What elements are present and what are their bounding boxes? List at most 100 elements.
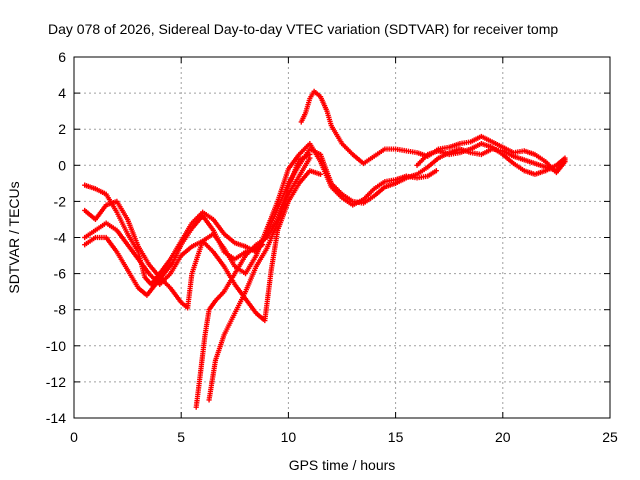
data-trace bbox=[373, 180, 386, 191]
data-trace bbox=[286, 159, 301, 188]
data-trace bbox=[275, 186, 291, 224]
grid bbox=[74, 57, 610, 418]
data-trace bbox=[255, 311, 266, 322]
data-trace bbox=[512, 162, 526, 173]
data-trace bbox=[162, 261, 174, 275]
y-tick-label: 6 bbox=[58, 49, 66, 65]
data-trace bbox=[180, 245, 193, 257]
series-8 bbox=[414, 141, 568, 177]
data-trace bbox=[491, 145, 504, 156]
data-trace bbox=[415, 153, 429, 167]
x-tick-label: 20 bbox=[495, 429, 511, 445]
x-axis-label: GPS time / hours bbox=[289, 457, 396, 473]
data-trace bbox=[201, 210, 215, 221]
data-trace bbox=[136, 245, 151, 266]
data-trace bbox=[147, 263, 162, 279]
data-trace bbox=[298, 142, 311, 156]
data-trace bbox=[198, 336, 208, 374]
data-trace bbox=[373, 147, 386, 158]
data-trace bbox=[513, 148, 525, 155]
data-trace bbox=[544, 163, 558, 173]
data-trace bbox=[115, 211, 130, 235]
data-point bbox=[307, 151, 313, 158]
data-trace bbox=[303, 97, 312, 114]
data-trace bbox=[233, 250, 247, 261]
data-trace bbox=[491, 140, 504, 149]
data-trace bbox=[470, 150, 482, 157]
data-trace bbox=[265, 200, 280, 230]
data-trace bbox=[191, 239, 204, 249]
y-tick-label: -8 bbox=[54, 302, 67, 318]
y-axis-label: SDTVAR / TECUs bbox=[6, 181, 22, 293]
data-trace bbox=[223, 250, 236, 261]
data-trace bbox=[340, 142, 354, 156]
data-trace bbox=[233, 291, 248, 314]
data-trace bbox=[180, 301, 189, 310]
data-trace bbox=[126, 233, 140, 253]
data-trace bbox=[94, 187, 107, 196]
data-trace bbox=[329, 124, 344, 145]
data-trace bbox=[501, 145, 515, 155]
data-trace bbox=[244, 243, 258, 257]
data-trace bbox=[501, 153, 515, 165]
data-point bbox=[317, 171, 324, 177]
data-trace bbox=[534, 153, 547, 164]
data-trace bbox=[83, 228, 97, 239]
data-trace bbox=[523, 157, 536, 166]
data-trace bbox=[362, 194, 375, 205]
y-tick-label: -6 bbox=[54, 266, 67, 282]
data-trace bbox=[309, 168, 322, 177]
data-trace bbox=[115, 200, 130, 221]
data-trace bbox=[115, 229, 130, 246]
data-trace bbox=[318, 161, 334, 188]
data-trace bbox=[275, 168, 291, 202]
data-trace bbox=[154, 272, 166, 286]
data-point bbox=[433, 168, 439, 174]
data-trace bbox=[222, 272, 237, 293]
data-trace bbox=[206, 359, 218, 401]
x-tick-label: 15 bbox=[388, 429, 404, 445]
data-trace bbox=[555, 160, 567, 174]
data-trace bbox=[298, 152, 311, 162]
data-trace bbox=[201, 240, 215, 253]
data-trace bbox=[105, 221, 118, 232]
data-trace bbox=[214, 290, 226, 302]
data-trace bbox=[286, 182, 301, 203]
data-series bbox=[82, 88, 568, 410]
data-trace bbox=[170, 243, 183, 264]
data-trace bbox=[459, 147, 472, 155]
data-trace bbox=[268, 229, 280, 271]
y-tick-label: -2 bbox=[54, 193, 67, 209]
data-trace bbox=[222, 312, 237, 336]
data-trace bbox=[83, 236, 97, 247]
data-trace bbox=[207, 299, 218, 311]
data-trace bbox=[201, 214, 215, 232]
y-tick-label: -10 bbox=[46, 338, 66, 354]
data-trace bbox=[395, 146, 407, 154]
data-trace bbox=[262, 269, 274, 322]
data-trace bbox=[373, 185, 386, 198]
data-trace bbox=[83, 183, 97, 191]
data-trace bbox=[299, 112, 308, 123]
data-trace bbox=[351, 197, 365, 207]
data-point bbox=[562, 155, 568, 161]
data-trace bbox=[341, 192, 354, 203]
data-trace bbox=[115, 251, 130, 271]
data-trace bbox=[426, 156, 440, 169]
data-trace bbox=[308, 90, 316, 100]
y-tick-label: -4 bbox=[54, 230, 67, 246]
data-trace bbox=[255, 243, 264, 251]
data-trace bbox=[501, 149, 515, 158]
x-tick-label: 0 bbox=[70, 429, 78, 445]
data-trace bbox=[145, 283, 157, 297]
data-trace bbox=[94, 204, 108, 221]
data-trace bbox=[158, 258, 172, 275]
axis-ticks: 0 5 10 15 20 25 -14 -12 -10 -8 -6 -4 -2 0 2 4 6 bbox=[46, 49, 618, 445]
data-trace bbox=[185, 273, 195, 309]
data-trace bbox=[255, 236, 268, 247]
data-trace bbox=[275, 200, 291, 231]
data-trace bbox=[469, 134, 483, 144]
data-trace bbox=[426, 169, 438, 178]
data-trace bbox=[94, 221, 107, 232]
